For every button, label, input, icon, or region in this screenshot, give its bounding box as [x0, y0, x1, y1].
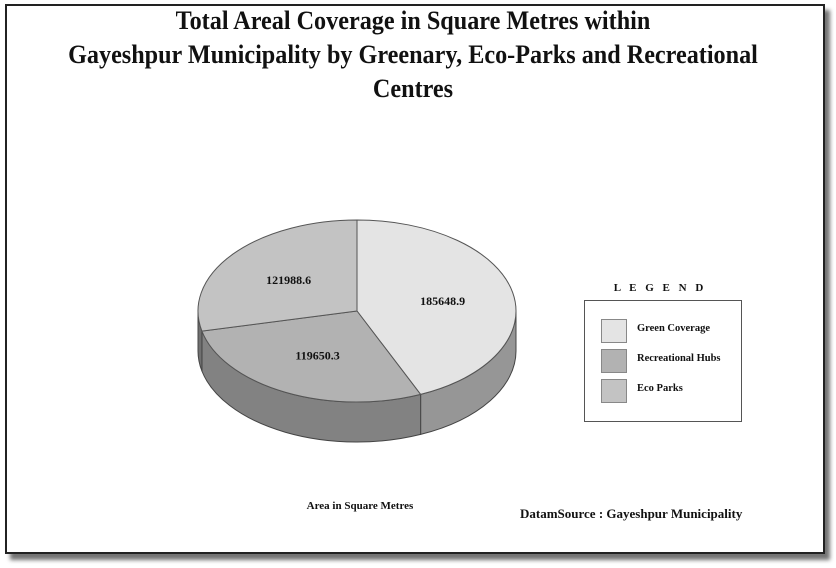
legend-swatch-recreational-hubs — [601, 349, 627, 373]
data-source-note: DatamSource : Gayeshpur Municipality — [520, 506, 743, 521]
pie-slice-green-coverage — [356, 219, 517, 395]
pie-value-label-green-coverage: 185648.9 — [420, 294, 465, 308]
legend-label-recreational-hubs: Recreational Hubs — [637, 353, 721, 364]
pie-value-label-eco-parks: 121988.6 — [266, 273, 311, 287]
chart-title: Total Areal Coverage in Square Metres wi… — [29, 4, 797, 106]
legend-label-green-coverage: Green Coverage — [637, 323, 710, 334]
chart-title-line-2: Gayeshpur Municipality by Greenary, Eco-… — [68, 40, 758, 103]
legend-title: L E G E N D — [613, 282, 707, 294]
x-axis-label: Area in Square Metres — [306, 500, 414, 512]
pie-slice-recreational-hubs — [201, 310, 422, 403]
legend: Green Coverage Recreational Hubs Eco Par… — [584, 300, 742, 422]
legend-swatch-green-coverage — [601, 319, 627, 343]
chart-title-line-1: Total Areal Coverage in Square Metres wi… — [175, 6, 651, 35]
legend-swatch-eco-parks — [601, 379, 627, 403]
pie-value-label-recreational-hubs: 119650.3 — [295, 349, 339, 363]
legend-label-eco-parks: Eco Parks — [637, 383, 683, 394]
pie-slice-eco-parks — [197, 219, 358, 332]
